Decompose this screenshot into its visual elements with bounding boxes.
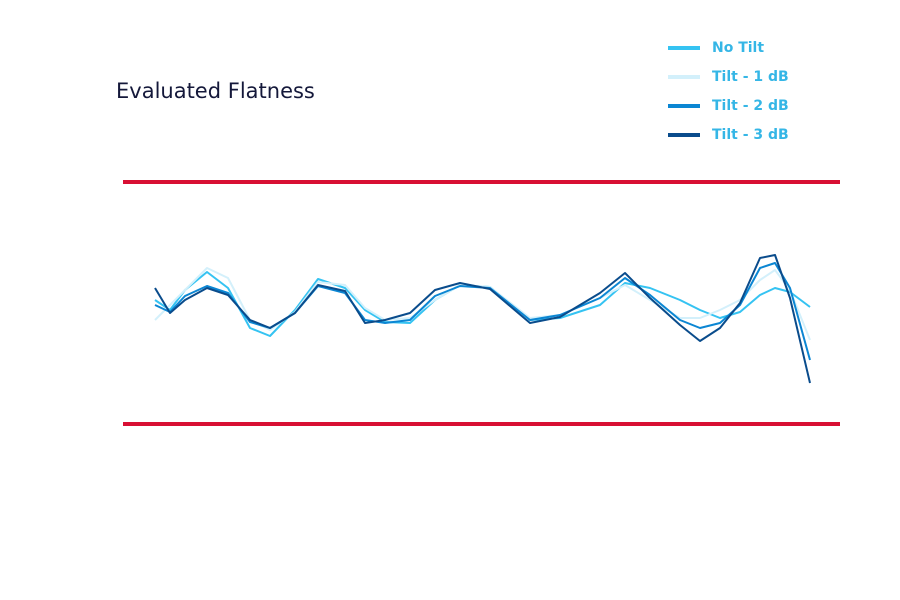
chart-title: Evaluated Flatness [116,79,315,103]
series-line [154,254,811,384]
series-line [154,271,811,337]
legend-label: Tilt - 3 dB [712,127,789,143]
legend-label: No Tilt [712,40,764,56]
legend-label: Tilt - 2 dB [712,98,789,114]
series-line [154,262,811,361]
series-line [154,267,811,341]
legend-label: Tilt - 1 dB [712,69,789,85]
